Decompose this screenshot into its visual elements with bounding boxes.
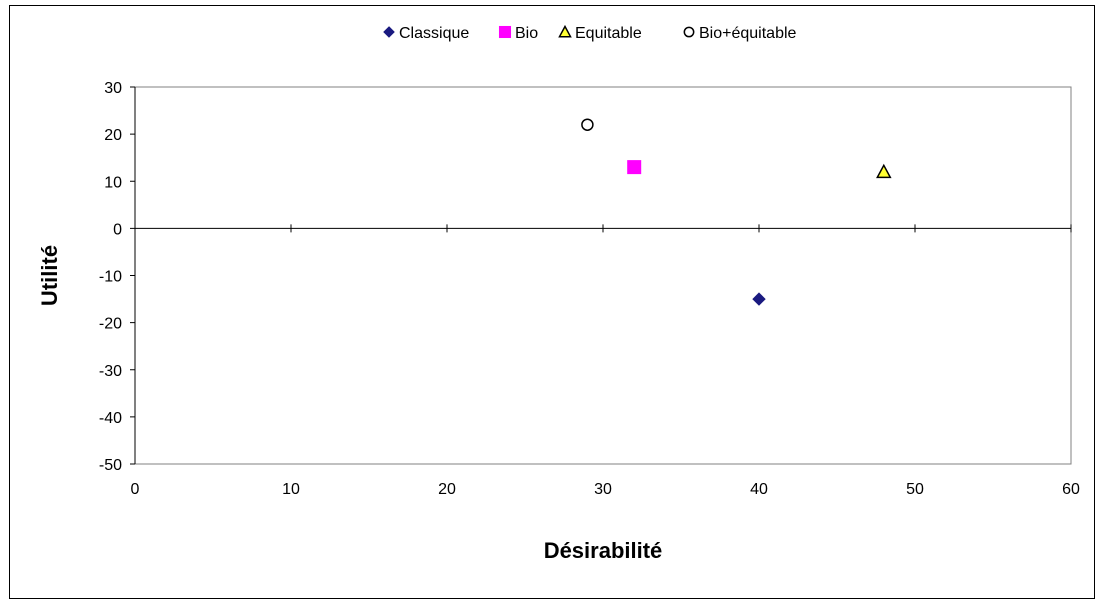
- plot-area: [134, 86, 1072, 465]
- legend-item-bio: Bio: [498, 25, 538, 42]
- x-tick-label: 0: [131, 481, 140, 498]
- legend-marker: [498, 25, 512, 39]
- y-tick-label: -10: [99, 269, 122, 286]
- y-tick-label: -30: [99, 363, 122, 380]
- legend-label: Bio: [515, 25, 538, 42]
- legend-label: Bio+équitable: [699, 25, 797, 42]
- y-tick-label: -50: [99, 457, 122, 474]
- legend-label: Classique: [399, 25, 469, 42]
- legend-item-classique: Classique: [383, 25, 469, 42]
- data-point-classique: [752, 292, 766, 306]
- data-points: [581, 118, 892, 306]
- legend-item-bio-quitable: Bio+équitable: [683, 25, 797, 42]
- x-tick-label: 10: [282, 481, 300, 498]
- y-tick-label: 10: [104, 174, 122, 191]
- legend-item-equitable: Equitable: [558, 24, 642, 42]
- data-point-bio-quitable: [581, 118, 594, 131]
- data-point-bio: [627, 160, 642, 175]
- legend: Classique Bio Equitable Bio+équitable: [383, 24, 797, 42]
- y-tick-label: -40: [99, 410, 122, 427]
- data-point-equitable: [876, 163, 892, 179]
- y-axis-title: Utilité: [37, 245, 62, 306]
- legend-marker: [383, 26, 395, 38]
- x-axis-title: Désirabilité: [544, 538, 663, 563]
- legend-marker: [558, 24, 572, 38]
- x-tick-label: 40: [750, 481, 768, 498]
- x-tick-label: 50: [906, 481, 924, 498]
- x-tick-label: 20: [438, 481, 456, 498]
- axes: 30 20 10 0 -10 -20 -30 -40 -50 0 10 20 30 40 50 60: [99, 80, 1080, 498]
- legend-label: Equitable: [575, 25, 642, 42]
- x-tick-label: 30: [594, 481, 612, 498]
- y-tick-label: 30: [104, 80, 122, 97]
- legend-marker: [683, 26, 695, 38]
- y-tick-label: 0: [113, 221, 122, 238]
- x-tick-label: 60: [1062, 481, 1080, 498]
- y-tick-label: 20: [104, 127, 122, 144]
- y-tick-label: -20: [99, 316, 122, 333]
